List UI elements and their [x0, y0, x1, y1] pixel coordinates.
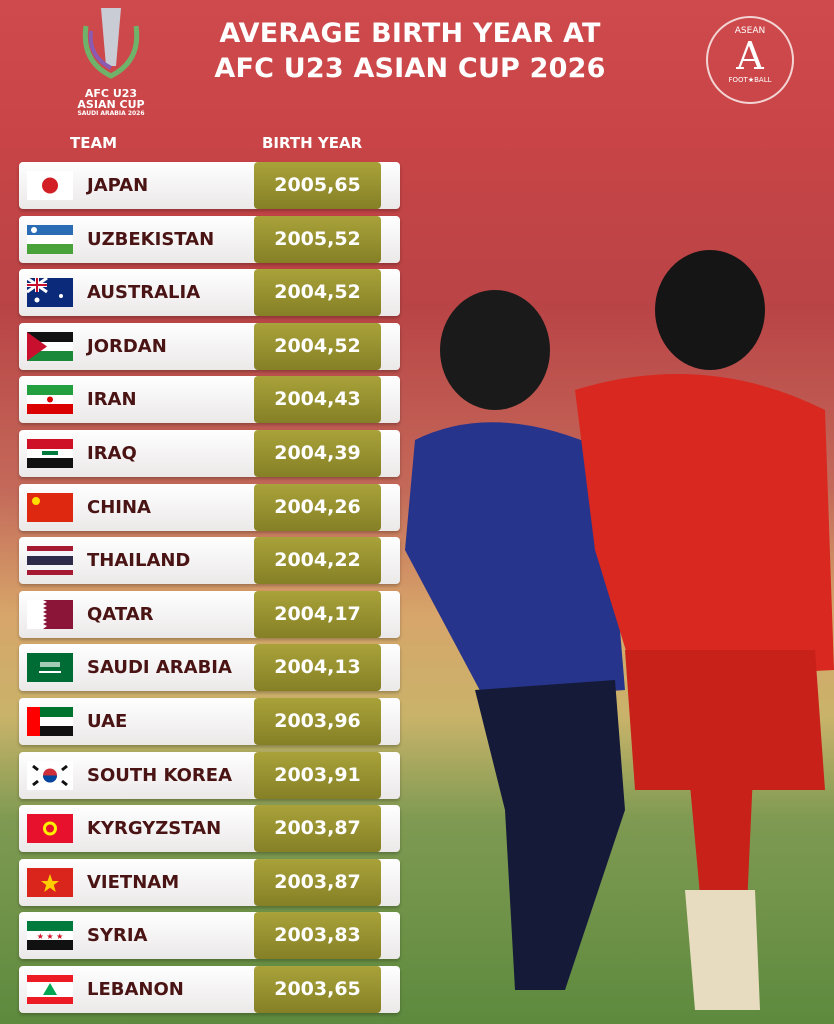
team-name: LEBANON — [87, 979, 184, 1000]
team-name: IRAN — [87, 389, 137, 411]
birth-year-value: 2004,26 — [254, 483, 381, 531]
afc-u23-logo: AFC U23 ASIAN CUP SAUDI ARABIA 2026 — [66, 6, 156, 126]
team-name: JORDAN — [87, 335, 167, 357]
team-name: SOUTH KOREA — [87, 764, 233, 786]
team-column-header: TEAM — [70, 134, 118, 152]
team-name: QATAR — [87, 603, 154, 625]
table-row: THAILAND 2004,22 — [19, 537, 400, 585]
flag-uz-icon — [27, 224, 73, 254]
table-row: UAE 2003,96 — [19, 698, 400, 745]
table-row: IRAQ 2004,39 — [19, 430, 400, 477]
birth-year-value: 2004,22 — [254, 537, 381, 585]
table-row: JORDAN 2004,52 — [19, 322, 400, 370]
flag-sy-icon: ★ ★ ★ — [27, 921, 73, 951]
table-row: QATAR 2004,17 — [19, 590, 400, 638]
birth-year-value: 2003,87 — [254, 858, 381, 906]
flag-lb-icon — [27, 975, 73, 1004]
birth-year-value: 2004,17 — [254, 590, 381, 638]
team-name: AUSTRALIA — [87, 282, 201, 304]
birth-year-value: 2004,13 — [254, 644, 381, 692]
table-row: AUSTRALIA 2004,52 — [19, 269, 400, 317]
flag-th-icon — [27, 546, 73, 576]
table-row: SAUDI ARABIA 2004,13 — [19, 644, 400, 692]
table-row: UZBEKISTAN 2005,52 — [19, 215, 400, 263]
team-name: UAE — [87, 711, 128, 732]
team-name: KYRGYZSTAN — [87, 818, 222, 840]
birth-year-value: 2003,91 — [254, 751, 381, 799]
team-name: THAILAND — [87, 550, 191, 572]
asean-football-logo: ASEAN A FOOT★BALL — [706, 16, 794, 104]
players-photo — [405, 250, 834, 1010]
birth-year-value: 2004,52 — [254, 322, 381, 370]
birth-year-value: 2003,87 — [254, 805, 381, 853]
team-name: SYRIA — [87, 925, 148, 947]
table-row: VIETNAM 2003,87 — [19, 858, 400, 906]
flag-jo-icon — [27, 331, 73, 361]
team-name: JAPAN — [87, 175, 149, 196]
flag-vn-icon — [27, 867, 73, 897]
flag-kg-icon — [27, 814, 73, 844]
flag-au-icon — [27, 278, 73, 308]
table-row: SOUTH KOREA 2003,91 — [19, 751, 400, 799]
flag-jp-icon — [27, 171, 73, 200]
birth-year-value: 2004,39 — [254, 430, 381, 477]
table-row: KYRGYZSTAN 2003,87 — [19, 805, 400, 853]
flag-sa-icon — [27, 653, 73, 683]
birth-year-value: 2003,65 — [254, 966, 381, 1013]
trophy-icon — [82, 8, 140, 79]
table-row: CHINA 2004,26 — [19, 483, 400, 531]
table-row: ★ ★ ★ SYRIA 2003,83 — [19, 912, 400, 960]
flag-cn-icon — [27, 492, 73, 522]
birth-year-value: 2005,65 — [254, 162, 381, 209]
team-name: VIETNAM — [87, 871, 180, 893]
table-row: JAPAN 2005,65 — [19, 162, 400, 209]
table-row: IRAN 2004,43 — [19, 376, 400, 424]
flag-iq-icon — [27, 439, 73, 468]
birth-year-value: 2004,52 — [254, 269, 381, 317]
team-name: UZBEKISTAN — [87, 228, 215, 250]
table-row: LEBANON 2003,65 — [19, 966, 400, 1013]
birth-year-value: 2003,96 — [254, 698, 381, 745]
flag-qa-icon — [27, 599, 73, 629]
flag-kr-icon — [27, 760, 73, 790]
page-title: AVERAGE BIRTH YEAR AT AFC U23 ASIAN CUP … — [214, 18, 606, 84]
birth-year-column-header: BIRTH YEAR — [262, 134, 363, 152]
flag-ir-icon — [27, 385, 73, 415]
birth-year-value: 2005,52 — [254, 215, 381, 263]
flag-ae-icon — [27, 707, 73, 736]
birth-year-value: 2003,83 — [254, 912, 381, 960]
svg-text:★ ★ ★: ★ ★ ★ — [37, 932, 64, 941]
birth-year-value: 2004,43 — [254, 376, 381, 424]
team-name: IRAQ — [87, 443, 137, 464]
team-name: SAUDI ARABIA — [87, 657, 232, 679]
team-name: CHINA — [87, 496, 151, 518]
